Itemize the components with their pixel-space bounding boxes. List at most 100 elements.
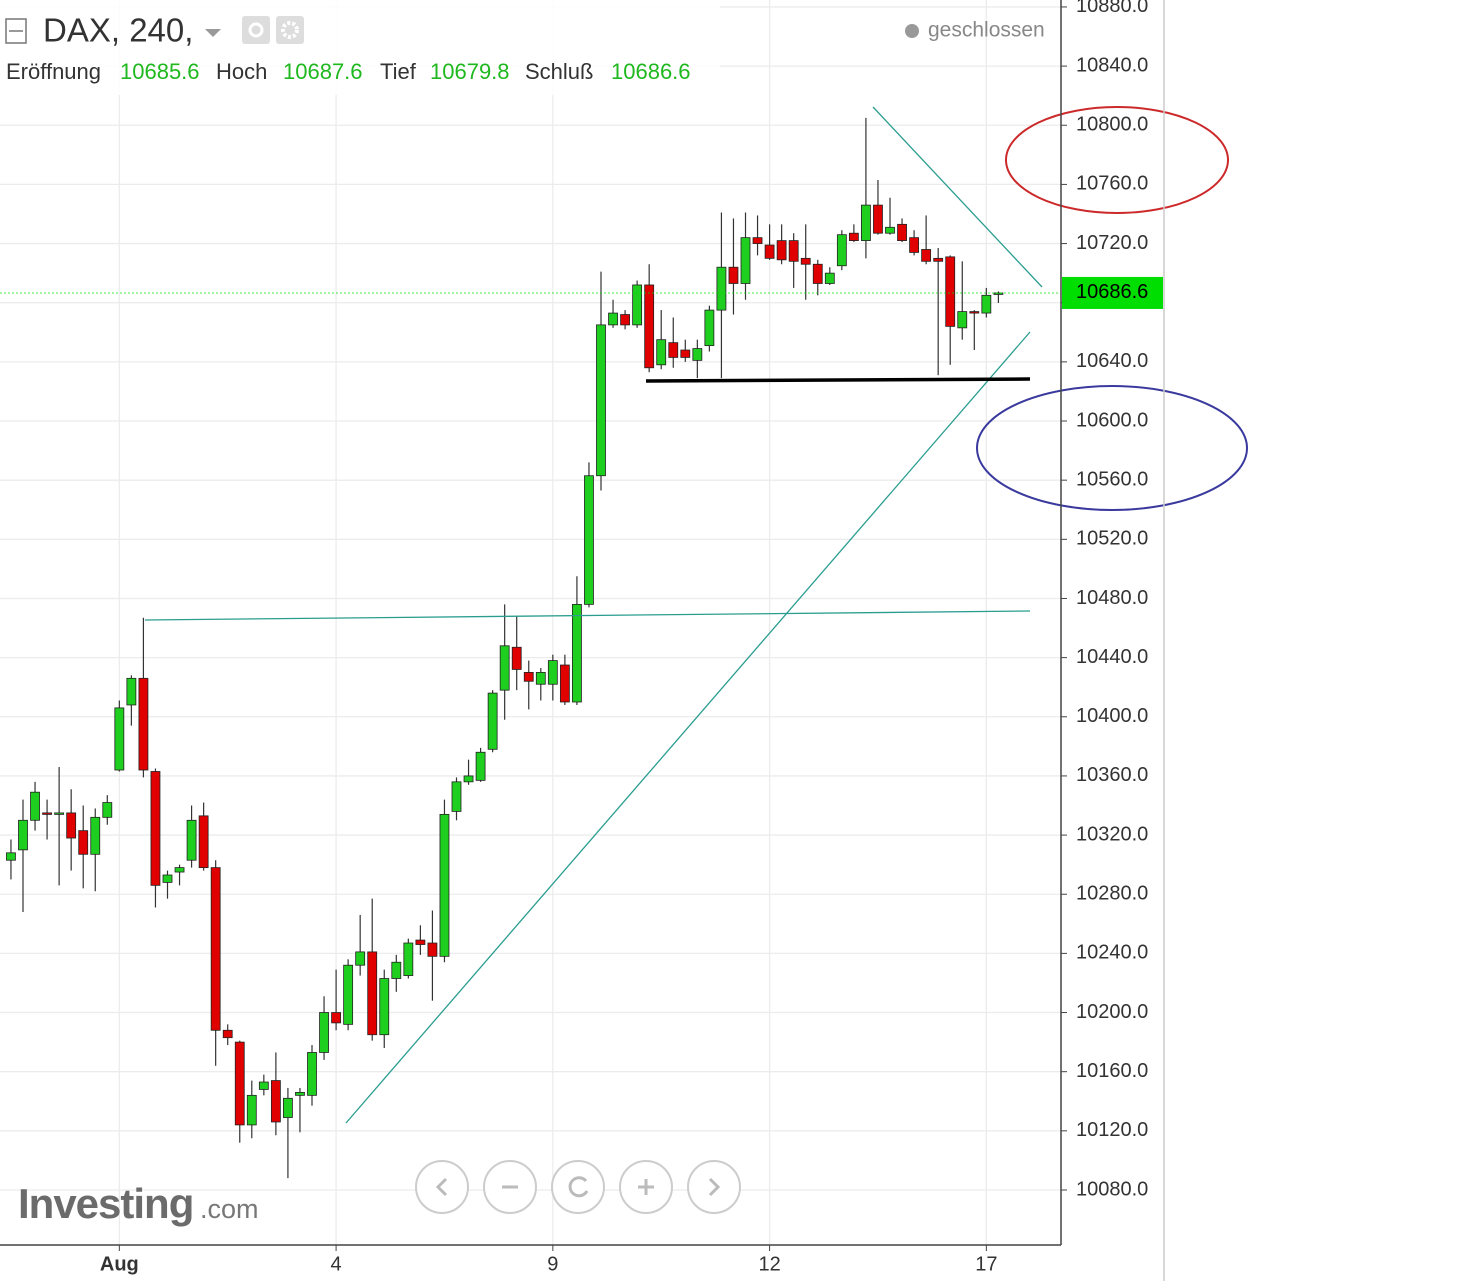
candle-body: [921, 249, 932, 262]
interval-dropdown[interactable]: [205, 29, 221, 37]
candle-body: [162, 874, 173, 883]
candle-body: [740, 237, 751, 284]
low-value: 10679.8: [430, 59, 510, 84]
candle-body: [993, 292, 1004, 295]
candle-body: [283, 1097, 293, 1118]
y-tick-label: 10800.0: [1076, 114, 1148, 136]
candle-body: [270, 1080, 281, 1123]
candle-body: [319, 1012, 329, 1053]
y-tick-label: 10840.0: [1076, 54, 1148, 76]
high-value: 10687.6: [283, 59, 363, 84]
candle-body: [945, 256, 956, 327]
candle-body: [572, 603, 582, 703]
candle-body: [511, 646, 522, 670]
nav-buttons: [415, 1160, 741, 1214]
candle-body: [234, 1041, 245, 1126]
candle-body: [776, 240, 787, 261]
gear-icon: [281, 21, 299, 39]
candle-body: [331, 1012, 341, 1024]
candle-body: [463, 775, 474, 783]
candle-body: [415, 939, 426, 945]
x-tick-label: Aug: [100, 1253, 139, 1275]
y-tick-label: 10400.0: [1076, 705, 1148, 727]
candle-body: [836, 234, 847, 267]
candle-body: [246, 1094, 257, 1126]
candle-body: [981, 294, 992, 314]
y-tick-label: 10200.0: [1076, 1001, 1148, 1023]
candle-body: [295, 1091, 305, 1096]
x-tick-label: 12: [758, 1253, 780, 1275]
y-tick-label: 10440.0: [1076, 646, 1148, 668]
y-tick-label: 10760.0: [1076, 173, 1148, 195]
y-tick-label: 10560.0: [1076, 468, 1148, 490]
trend-line: [345, 331, 1031, 1124]
candle-body: [451, 781, 462, 812]
candle-body: [728, 266, 739, 284]
eye-button[interactable]: [242, 16, 270, 44]
candle-body: [656, 339, 667, 366]
candle-body: [933, 257, 944, 262]
plus-icon: [638, 1179, 654, 1195]
candle-body: [258, 1081, 269, 1090]
settings-button[interactable]: [276, 16, 304, 44]
logo: Investing: [18, 1180, 193, 1227]
x-tick-label: 4: [331, 1253, 342, 1275]
candle-body: [824, 272, 835, 284]
candle-body: [439, 813, 450, 957]
candle-body: [523, 672, 534, 682]
candle-body: [620, 314, 630, 326]
x-tick-label: 9: [547, 1253, 558, 1275]
candle-body: [692, 348, 703, 361]
collapse-button[interactable]: [5, 18, 27, 44]
candle-body: [969, 311, 980, 314]
candle-body: [403, 942, 414, 976]
candle-body: [198, 815, 209, 869]
candle-body: [812, 263, 823, 284]
scroll-left-button[interactable]: [415, 1160, 469, 1214]
last-price-tag: [1062, 276, 1163, 309]
y-tick-label: 10120.0: [1076, 1119, 1148, 1141]
candle-body: [559, 664, 570, 703]
low-label: Tief: [380, 59, 417, 84]
status-dot: [905, 24, 919, 38]
candle-body: [535, 672, 546, 685]
y-tick-label: 10280.0: [1076, 883, 1148, 905]
trend-line: [144, 610, 1031, 621]
candle-body: [307, 1052, 317, 1096]
open-label: Eröffnung: [6, 59, 101, 84]
candle-body: [367, 951, 378, 1036]
logo-suffix: .com: [200, 1194, 259, 1224]
trend-line: [872, 106, 1043, 288]
candle-body: [596, 324, 606, 477]
candle-body: [861, 204, 871, 242]
candle-body: [668, 342, 679, 358]
candle-body: [54, 812, 65, 815]
candle-body: [174, 867, 185, 873]
y-tick-label: 10720.0: [1076, 232, 1148, 254]
axis-labels: 10080.0 10120.0 10160.0 10200.0 10240.0 10280…: [100, 0, 1163, 1275]
y-tick-label: 10600.0: [1076, 409, 1148, 431]
candle-body: [42, 812, 52, 815]
candle-body: [186, 819, 197, 861]
candle-body: [885, 226, 895, 234]
scroll-right-button[interactable]: [687, 1160, 741, 1214]
candle-body: [427, 942, 438, 957]
y-tick-label: 10080.0: [1076, 1178, 1148, 1200]
chart-title: DAX, 240,: [43, 12, 193, 49]
close-value: 10686.6: [611, 59, 691, 84]
candle-body: [632, 284, 643, 326]
candle-body: [547, 660, 558, 685]
candle-body: [644, 284, 655, 369]
candle-body: [30, 791, 40, 821]
reset-button[interactable]: [551, 1160, 605, 1214]
right-icon: [708, 1177, 721, 1197]
eye-icon: [248, 22, 264, 38]
support-ellipse: [976, 385, 1248, 511]
candle-body: [584, 475, 594, 605]
candle-body: [102, 802, 113, 818]
last-price-label: 10686.6: [1076, 281, 1148, 303]
candle-body: [608, 312, 618, 326]
candle-body: [66, 812, 77, 839]
candle-body: [343, 964, 354, 1025]
close-label: Schluß: [525, 59, 593, 84]
